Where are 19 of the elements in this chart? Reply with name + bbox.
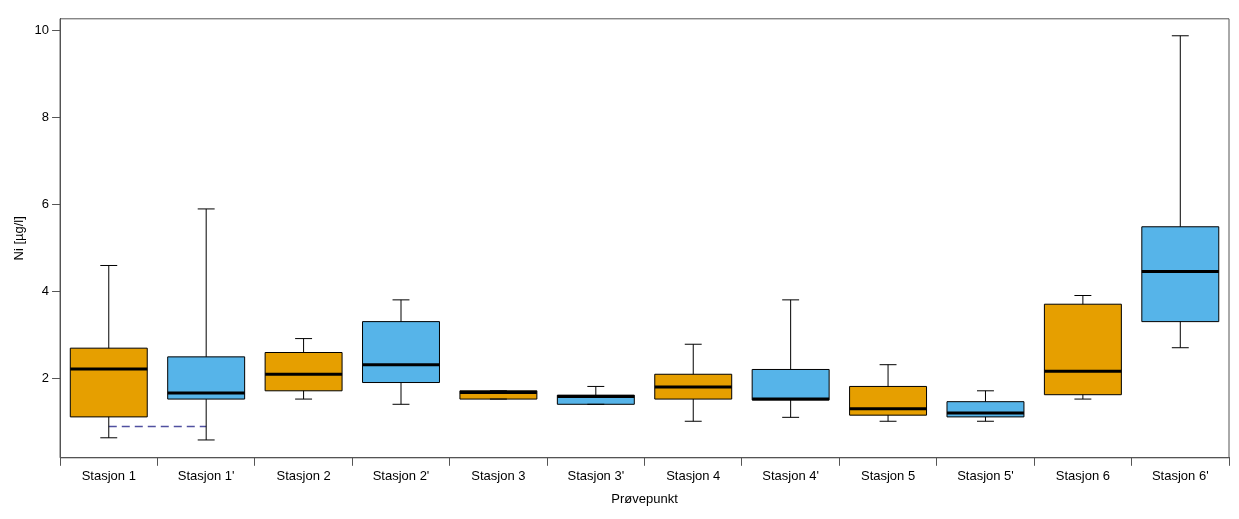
- x-tick-label: Stasjon 5': [957, 468, 1014, 484]
- x-tick-label: Stasjon 3': [567, 468, 625, 484]
- y-tick-label: 2: [41, 370, 50, 386]
- x-axis-title: Prøvepunkt: [611, 490, 679, 506]
- x-tick-label: Stasjon 6': [1151, 468, 1209, 484]
- x-tick-label: Stasjon 1': [177, 468, 235, 484]
- y-tick-label: 10: [34, 22, 50, 38]
- x-tick-label: Stasjon 3: [471, 468, 526, 484]
- x-tick-label: Stasjon 2: [276, 468, 331, 484]
- x-tick-label: Stasjon 2': [372, 468, 430, 484]
- x-tick-label: Stasjon 5: [860, 468, 916, 484]
- y-tick-label: 8: [41, 109, 50, 125]
- x-tick-label: Stasjon 1: [81, 468, 136, 484]
- x-tick-label: Stasjon 4: [666, 468, 721, 484]
- x-tick-label: Stasjon 6: [1055, 468, 1110, 484]
- y-tick-label: 6: [41, 196, 50, 212]
- y-axis-title: Ni [µg/l]: [11, 216, 27, 261]
- y-tick-label: 4: [41, 283, 50, 299]
- x-tick-label: Stasjon 4': [762, 468, 819, 484]
